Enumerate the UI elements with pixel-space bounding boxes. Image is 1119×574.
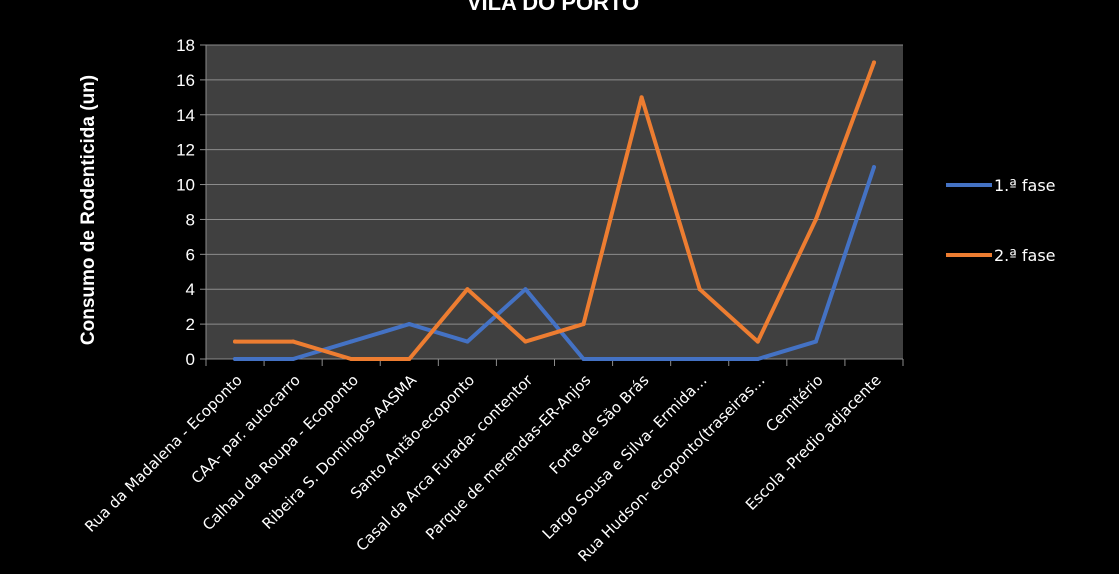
series-line-2 [233, 60, 876, 361]
data-point-series-1 [581, 357, 586, 361]
chart-title: VILA DO PORTO [467, 0, 639, 15]
data-point-series-1 [697, 357, 702, 361]
data-point-series-2 [523, 339, 528, 344]
data-point-series-2 [349, 357, 354, 361]
y-tick-label: 10 [176, 176, 195, 195]
data-point-series-2 [407, 357, 412, 361]
data-point-series-1 [813, 339, 818, 344]
x-tick-label: Forte de São Brás [546, 371, 653, 478]
data-point-series-1 [349, 339, 354, 344]
data-point-series-2 [755, 339, 760, 344]
data-point-series-2 [697, 287, 702, 292]
y-tick-label: 18 [176, 36, 195, 55]
x-tick-label: CAA- par. autocarro [188, 371, 304, 487]
data-point-series-1 [523, 287, 528, 292]
y-tick-label: 16 [176, 71, 195, 90]
data-point-series-1 [871, 165, 876, 170]
data-point-series-2 [639, 95, 644, 100]
y-tick-label: 4 [186, 280, 195, 299]
data-point-series-2 [465, 287, 470, 292]
data-point-series-1 [233, 357, 238, 361]
y-axis-label: Consumo de Rodenticida (un) [78, 75, 99, 345]
y-tick-label: 0 [186, 350, 195, 369]
legend-label-2: 2.ª fase [994, 246, 1056, 265]
legend: 1.ª fase 2.ª fase [946, 176, 1056, 265]
data-point-series-1 [639, 357, 644, 361]
y-tick-label: 14 [176, 106, 195, 125]
y-tick-label: 12 [176, 141, 195, 160]
y-tick-label: 8 [186, 210, 195, 229]
data-point-series-1 [407, 322, 412, 327]
data-point-series-1 [755, 357, 760, 361]
data-point-series-2 [581, 322, 586, 327]
data-point-series-2 [233, 339, 238, 344]
data-point-series-2 [871, 60, 876, 65]
y-tick-label: 2 [186, 315, 195, 334]
data-point-series-2 [813, 217, 818, 222]
data-point-series-2 [291, 339, 296, 344]
series-line-1 [233, 165, 876, 361]
data-point-series-1 [291, 357, 296, 361]
legend-label-1: 1.ª fase [994, 176, 1056, 195]
plot-background [206, 45, 903, 359]
y-tick-label: 6 [186, 245, 195, 264]
data-point-series-1 [465, 339, 470, 344]
